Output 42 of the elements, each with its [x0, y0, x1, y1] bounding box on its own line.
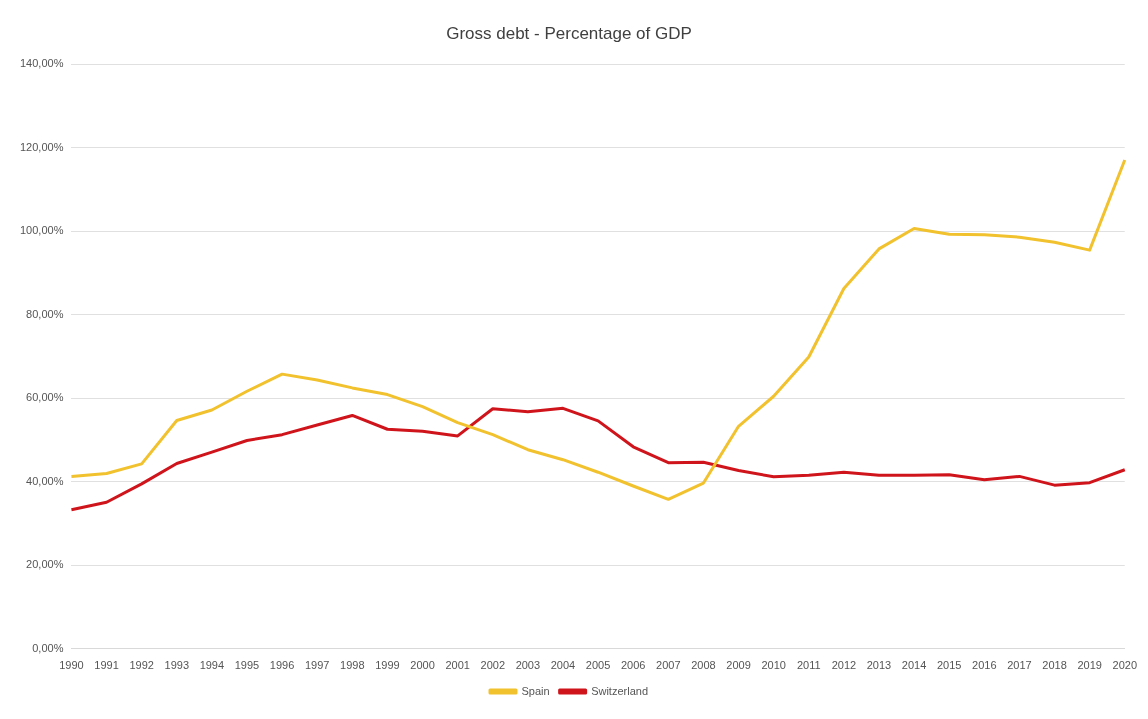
- y-tick-label: 80,00%: [26, 307, 64, 320]
- x-tick-label: 2008: [691, 659, 716, 672]
- x-tick-label: 1993: [164, 659, 189, 672]
- y-tick-label: 120,00%: [19, 140, 64, 153]
- x-tick-label: 1994: [199, 659, 225, 672]
- x-tick-label: 2018: [1042, 659, 1067, 672]
- x-tick-label: 2006: [620, 659, 646, 672]
- x-tick-label: 2016: [972, 659, 997, 672]
- x-tick-label: 2017: [1007, 659, 1032, 672]
- x-tick-label: 2012: [831, 659, 857, 672]
- x-tick-label: 2005: [585, 659, 611, 672]
- x-tick-label: 2019: [1077, 659, 1102, 672]
- x-tick-label: 1998: [340, 659, 365, 672]
- x-tick-label: 2014: [901, 659, 927, 672]
- x-tick-label: 1999: [375, 659, 400, 672]
- x-tick-label: 2010: [761, 659, 786, 672]
- x-tick-label: 2011: [796, 659, 821, 672]
- x-tick-label: 2003: [515, 659, 541, 672]
- x-tick-label: 1996: [269, 659, 295, 672]
- x-tick-label: 1997: [304, 659, 330, 672]
- x-tick-label: 2009: [726, 659, 751, 672]
- x-tick-label: 2002: [480, 659, 505, 672]
- x-tick-label: 1992: [129, 659, 154, 672]
- y-tick-label: 20,00%: [26, 558, 64, 571]
- x-tick-label: 2015: [936, 659, 962, 672]
- y-tick-label: 140,00%: [19, 57, 64, 70]
- y-tick-label: 40,00%: [26, 474, 64, 487]
- y-tick-label: 60,00%: [26, 391, 64, 404]
- legend-label: Switzerland: [591, 684, 648, 697]
- x-tick-label: 1991: [94, 659, 119, 672]
- x-tick-label: 2000: [410, 659, 435, 672]
- x-tick-label: 2004: [550, 659, 576, 672]
- x-tick-label: 2007: [656, 659, 681, 672]
- y-tick-label: 100,00%: [19, 224, 64, 237]
- x-tick-label: 1990: [59, 659, 84, 672]
- chart-title: Gross debt - Percentage of GDP: [446, 23, 692, 43]
- x-tick-label: 2001: [445, 659, 470, 672]
- y-tick-label: 0,00%: [32, 641, 64, 654]
- x-tick-label: 1995: [234, 659, 260, 672]
- legend-label: Spain: [521, 684, 550, 697]
- x-tick-label: 2020: [1112, 659, 1138, 672]
- x-tick-label: 2013: [866, 659, 892, 672]
